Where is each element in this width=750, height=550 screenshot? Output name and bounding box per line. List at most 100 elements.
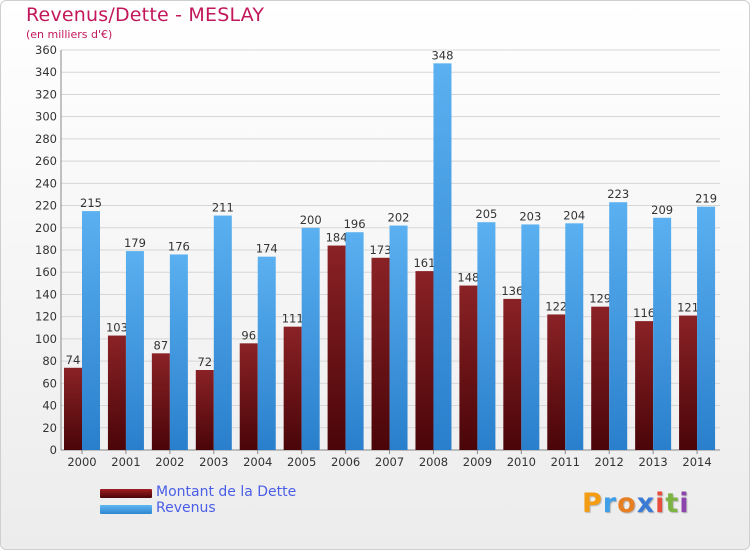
data-label-revenus: 196 [344, 217, 366, 231]
data-label-debt: 111 [282, 312, 304, 326]
data-label-debt: 161 [413, 256, 435, 270]
data-label-revenus: 176 [168, 239, 190, 253]
x-tick-label: 2002 [155, 455, 184, 469]
x-tick-label: 2005 [287, 455, 316, 469]
x-tick-label: 2010 [507, 455, 536, 469]
y-tick-label: 320 [35, 87, 57, 101]
data-label-revenus: 209 [651, 203, 673, 217]
x-tick-label: 2003 [199, 455, 228, 469]
data-label-revenus: 348 [431, 48, 453, 62]
y-tick-label: 180 [35, 243, 57, 257]
bar-revenus [653, 217, 672, 450]
y-tick-label: 240 [35, 176, 57, 190]
legend-label-revenus: Revenus [156, 500, 216, 516]
x-tick-label: 2013 [638, 455, 667, 469]
bar-revenus [213, 215, 232, 450]
bar-revenus [82, 211, 100, 450]
logo-letter: i [679, 488, 690, 519]
bar-debt [679, 315, 698, 450]
y-tick-label: 340 [35, 65, 57, 79]
bar-debt [591, 306, 610, 450]
bar-revenus [345, 232, 364, 450]
data-label-debt: 122 [545, 299, 567, 313]
x-tick-label: 2011 [551, 455, 580, 469]
bar-revenus [301, 227, 320, 450]
y-tick-label: 100 [35, 332, 57, 346]
x-tick-label: 2001 [111, 455, 140, 469]
y-tick-label: 360 [35, 43, 57, 57]
logo-letter: t [665, 488, 680, 519]
bar-debt [151, 353, 170, 450]
bar-revenus [565, 223, 584, 450]
bar-revenus [389, 225, 408, 450]
data-label-debt: 87 [154, 338, 169, 352]
bar-debt [239, 343, 258, 450]
x-tick-label: 2006 [331, 455, 360, 469]
data-label-debt: 136 [501, 284, 523, 298]
y-tick-label: 300 [35, 110, 57, 124]
bar-debt [195, 370, 214, 450]
data-label-debt: 96 [241, 328, 256, 342]
data-label-revenus: 211 [212, 201, 234, 215]
bar-debt [327, 245, 346, 450]
y-tick-label: 120 [35, 310, 57, 324]
legend-swatch-debt [100, 489, 152, 498]
logo-letter: i [655, 488, 666, 519]
bar-revenus [609, 202, 628, 450]
bar-debt [459, 285, 478, 450]
data-label-debt: 72 [197, 355, 212, 369]
bar-debt [107, 335, 126, 450]
bar-debt [64, 367, 82, 450]
y-tick-label: 200 [35, 221, 57, 235]
data-label-revenus: 200 [300, 213, 322, 227]
x-tick-label: 2012 [595, 455, 624, 469]
bar-revenus [169, 254, 188, 450]
x-tick-label: 2000 [67, 455, 96, 469]
y-tick-label: 140 [35, 287, 57, 301]
logo-letter: r [602, 488, 618, 519]
data-label-debt: 148 [457, 271, 479, 285]
x-tick-label: 2014 [682, 455, 711, 469]
data-label-revenus: 223 [607, 187, 629, 201]
logo-letter: x [636, 488, 656, 519]
bar-revenus [521, 224, 540, 450]
logo-letter: P [582, 488, 603, 519]
bar-revenus [433, 63, 452, 450]
y-tick-label: 60 [42, 376, 57, 390]
bar-debt [415, 271, 434, 450]
x-tick-label: 2004 [243, 455, 272, 469]
x-tick-label: 2008 [419, 455, 448, 469]
y-tick-label: 20 [42, 421, 57, 435]
bar-debt [547, 314, 566, 450]
data-label-revenus: 215 [80, 196, 102, 210]
chart-title: Revenus/Dette - MESLAY [26, 4, 265, 26]
bar-debt [371, 257, 390, 450]
data-label-debt: 74 [66, 353, 81, 367]
y-tick-label: 40 [42, 399, 57, 413]
y-tick-label: 80 [42, 354, 57, 368]
data-label-revenus: 205 [475, 207, 497, 221]
data-label-debt: 184 [326, 231, 348, 245]
y-tick-label: 0 [50, 443, 57, 457]
legend-swatch-revenus [100, 505, 152, 514]
data-label-revenus: 174 [256, 242, 278, 256]
data-label-debt: 121 [677, 301, 699, 315]
logo-letter: o [617, 488, 637, 519]
bar-revenus [477, 222, 496, 450]
bar-revenus [125, 251, 144, 450]
x-tick-label: 2007 [375, 455, 404, 469]
bar-revenus [257, 256, 276, 450]
data-label-debt: 173 [370, 243, 392, 257]
data-label-revenus: 202 [388, 211, 410, 225]
data-label-revenus: 179 [124, 236, 146, 250]
data-label-revenus: 203 [519, 209, 541, 223]
data-label-revenus: 204 [563, 208, 585, 222]
bar-revenus [697, 206, 716, 450]
y-tick-label: 260 [35, 154, 57, 168]
data-label-debt: 103 [106, 321, 128, 335]
bar-debt [503, 298, 522, 450]
y-tick-label: 220 [35, 199, 57, 213]
bar-debt [283, 326, 302, 450]
y-tick-label: 280 [35, 132, 57, 146]
